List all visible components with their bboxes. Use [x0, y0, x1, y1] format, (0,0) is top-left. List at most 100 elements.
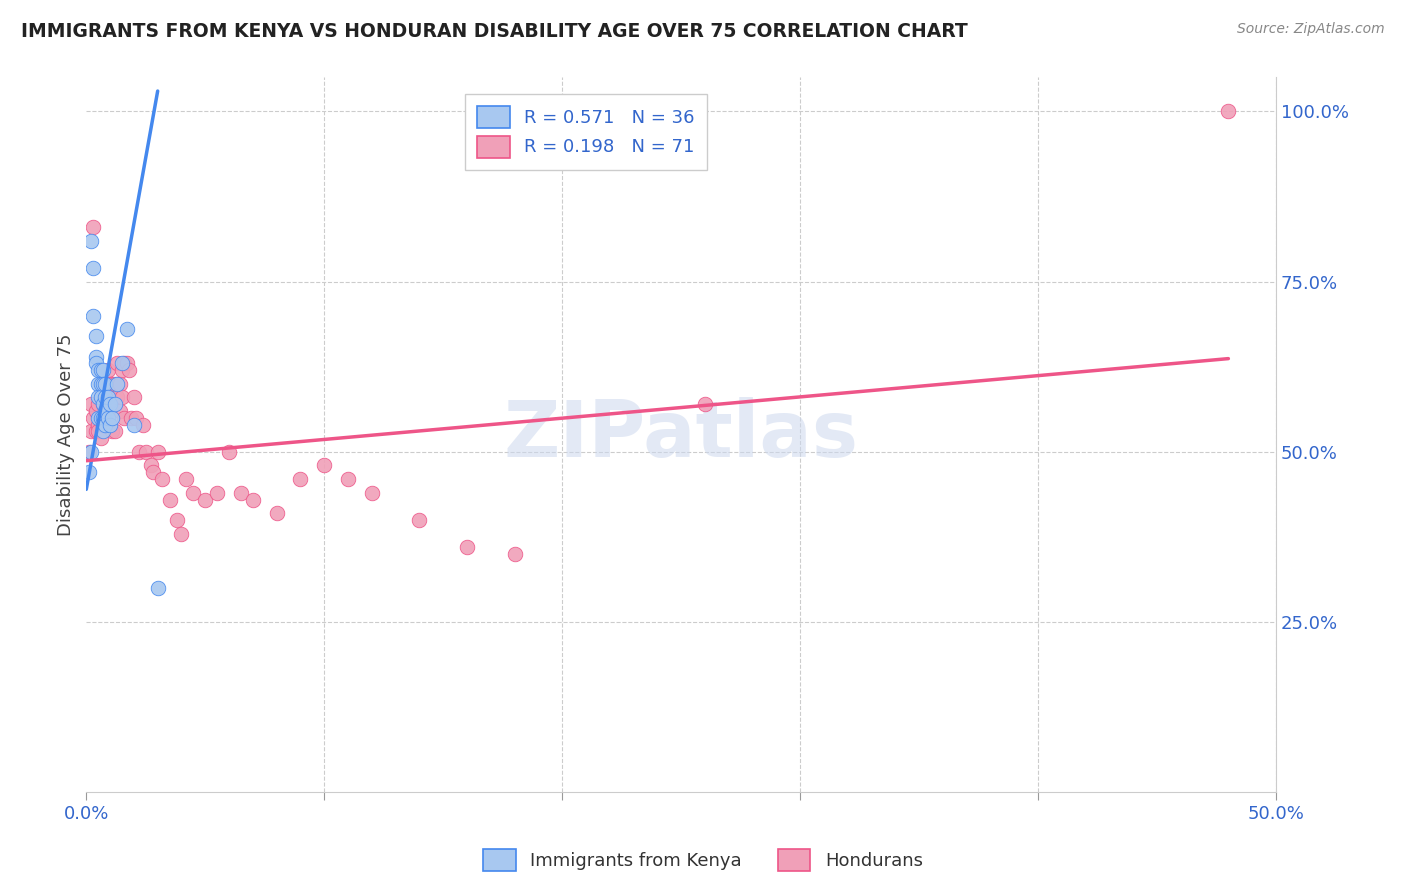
Point — [84, 356, 107, 370]
Point — [94, 404, 117, 418]
Point — [111, 356, 134, 370]
Point — [82, 309, 104, 323]
Point — [104, 376, 127, 391]
Point — [87, 391, 110, 405]
Point — [183, 485, 205, 500]
Point — [87, 417, 110, 432]
Point — [84, 350, 107, 364]
Point — [503, 547, 526, 561]
Point — [87, 363, 110, 377]
Point — [80, 234, 103, 248]
Point — [105, 356, 128, 370]
Point — [87, 425, 110, 439]
Point — [118, 363, 141, 377]
Point — [90, 376, 112, 391]
Point — [98, 376, 121, 391]
Point — [80, 397, 103, 411]
Point — [174, 472, 197, 486]
Point — [152, 472, 174, 486]
Point — [105, 376, 128, 391]
Point — [194, 492, 217, 507]
Point — [408, 513, 430, 527]
Point — [218, 445, 240, 459]
Point — [135, 445, 157, 459]
Point — [94, 376, 117, 391]
Point — [111, 391, 134, 405]
Point — [91, 376, 114, 391]
Point — [159, 492, 181, 507]
Point — [84, 425, 107, 439]
Point — [82, 261, 104, 276]
Point — [94, 376, 117, 391]
Point — [90, 431, 112, 445]
Point — [77, 465, 100, 479]
Point — [80, 445, 103, 459]
Point — [97, 410, 120, 425]
Point — [91, 363, 114, 377]
Point — [87, 410, 110, 425]
Point — [87, 376, 110, 391]
Point — [104, 397, 127, 411]
Point — [112, 356, 135, 370]
Point — [112, 410, 135, 425]
Point — [91, 376, 114, 391]
Point — [94, 417, 117, 432]
Point — [97, 363, 120, 377]
Point — [98, 397, 121, 411]
Point — [205, 485, 228, 500]
Point — [146, 445, 169, 459]
Point — [101, 397, 124, 411]
Point — [90, 410, 112, 425]
Point — [125, 410, 148, 425]
Point — [90, 363, 112, 377]
Point — [82, 410, 104, 425]
Point — [108, 404, 131, 418]
Point — [360, 485, 382, 500]
Text: Source: ZipAtlas.com: Source: ZipAtlas.com — [1237, 22, 1385, 37]
Point — [90, 410, 112, 425]
Point — [98, 417, 121, 432]
Point — [91, 397, 114, 411]
Point — [104, 397, 127, 411]
Text: IMMIGRANTS FROM KENYA VS HONDURAN DISABILITY AGE OVER 75 CORRELATION CHART: IMMIGRANTS FROM KENYA VS HONDURAN DISABI… — [21, 22, 967, 41]
Point — [693, 397, 716, 411]
Point — [77, 445, 100, 459]
Point — [101, 376, 124, 391]
Text: ZIPatlas: ZIPatlas — [503, 397, 859, 473]
Y-axis label: Disability Age Over 75: Disability Age Over 75 — [58, 334, 75, 536]
Point — [290, 472, 312, 486]
Point — [139, 458, 162, 473]
Point — [146, 581, 169, 595]
Point — [91, 417, 114, 432]
Point — [266, 506, 288, 520]
Point — [142, 465, 165, 479]
Point — [90, 391, 112, 405]
Point — [108, 376, 131, 391]
Point — [94, 397, 117, 411]
Point — [91, 397, 114, 411]
Point — [98, 397, 121, 411]
Point — [170, 526, 193, 541]
Point — [82, 220, 104, 235]
Point — [115, 356, 138, 370]
Point — [87, 397, 110, 411]
Point — [122, 417, 145, 432]
Point — [101, 410, 124, 425]
Point — [122, 391, 145, 405]
Point — [84, 404, 107, 418]
Point — [97, 391, 120, 405]
Legend: Immigrants from Kenya, Hondurans: Immigrants from Kenya, Hondurans — [477, 842, 929, 879]
Point — [128, 445, 150, 459]
Point — [94, 391, 117, 405]
Point — [91, 425, 114, 439]
Legend: R = 0.571   N = 36, R = 0.198   N = 71: R = 0.571 N = 36, R = 0.198 N = 71 — [464, 94, 707, 170]
Point — [337, 472, 360, 486]
Point — [97, 404, 120, 418]
Point — [104, 425, 127, 439]
Point — [166, 513, 188, 527]
Point — [94, 417, 117, 432]
Point — [111, 363, 134, 377]
Point — [456, 540, 478, 554]
Point — [242, 492, 264, 507]
Point — [101, 425, 124, 439]
